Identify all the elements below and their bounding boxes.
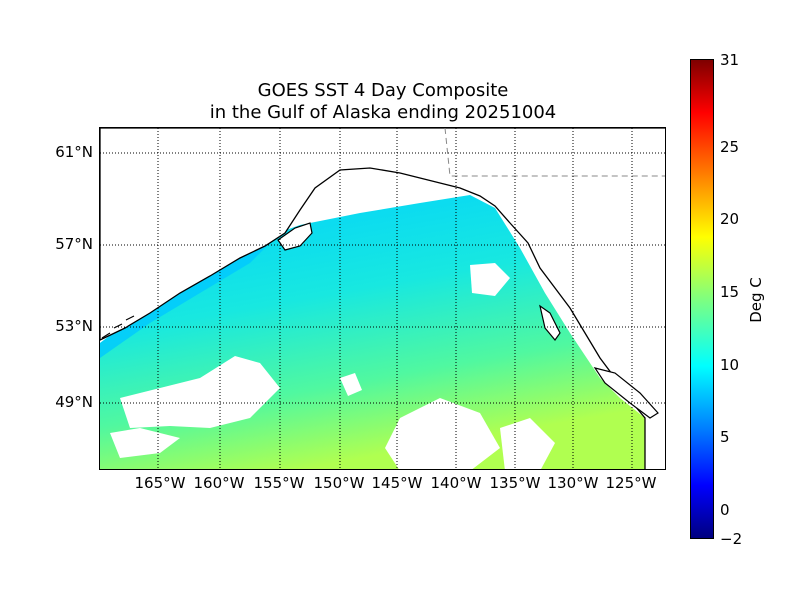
lat-label-61n: 61°N bbox=[55, 143, 93, 161]
cold-coastal-band bbox=[100, 238, 275, 358]
colorbar-label: Deg C bbox=[747, 277, 765, 323]
us-canada-border bbox=[444, 128, 665, 177]
kodiak-island bbox=[277, 222, 313, 251]
lat-label-57n: 57°N bbox=[55, 235, 93, 253]
graticule bbox=[100, 128, 665, 469]
lat-label-53n: 53°N bbox=[55, 317, 93, 335]
lon-label-140w: 140°W bbox=[430, 474, 482, 492]
cloud-gap bbox=[340, 373, 362, 396]
haida-gwaii bbox=[539, 304, 561, 341]
lon-label-130w: 130°W bbox=[547, 474, 599, 492]
cloud-gap bbox=[500, 418, 555, 469]
colorbar-tick: 25 bbox=[720, 138, 740, 156]
colorbar-tick: −2 bbox=[720, 530, 743, 548]
cloud-gap bbox=[120, 356, 280, 428]
map-canvas bbox=[100, 128, 665, 469]
lon-label-125w: 125°W bbox=[605, 474, 657, 492]
title-line-2: in the Gulf of Alaska ending 20251004 bbox=[209, 102, 557, 123]
lon-label-155w: 155°W bbox=[253, 474, 305, 492]
lon-label-135w: 135°W bbox=[489, 474, 541, 492]
colorbar bbox=[690, 59, 714, 539]
lon-label-165w: 165°W bbox=[134, 474, 186, 492]
cloud-gap bbox=[385, 398, 500, 469]
lon-label-150w: 150°W bbox=[313, 474, 365, 492]
colorbar-tick: 0 bbox=[720, 501, 730, 519]
colorbar-tick: 20 bbox=[720, 210, 740, 228]
cloud-gap bbox=[110, 428, 180, 458]
colorbar-tick: 31 bbox=[720, 51, 740, 69]
lat-label-49n: 49°N bbox=[55, 393, 93, 411]
colorbar-tick: 5 bbox=[720, 428, 730, 446]
colorbar-tick: 15 bbox=[720, 283, 740, 301]
lon-label-160w: 160°W bbox=[193, 474, 245, 492]
map-title: GOES SST 4 Day Composite in the Gulf of … bbox=[100, 80, 666, 124]
colorbar-tick: 10 bbox=[720, 356, 740, 374]
vancouver-island bbox=[593, 367, 659, 419]
cloud-gap bbox=[470, 263, 510, 296]
lon-label-145w: 145°W bbox=[371, 474, 423, 492]
sst-map[interactable] bbox=[99, 127, 666, 470]
title-line-1: GOES SST 4 Day Composite bbox=[257, 80, 509, 101]
